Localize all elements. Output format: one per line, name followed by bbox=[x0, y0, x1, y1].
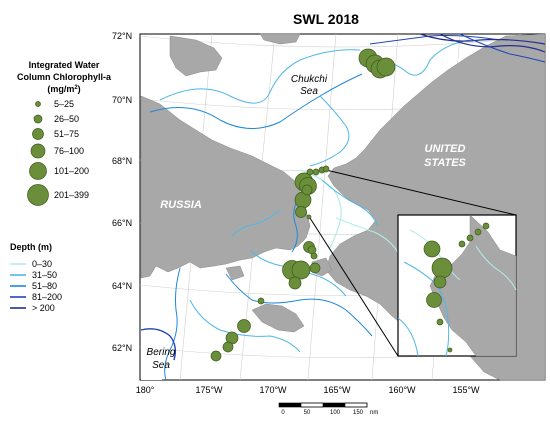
station-marker bbox=[210, 350, 222, 362]
chl-legend-label: 51–75 bbox=[54, 129, 79, 139]
station-marker bbox=[257, 297, 265, 305]
depth-legend-label: 81–200 bbox=[32, 292, 62, 302]
inset-station-marker bbox=[466, 234, 474, 242]
map-panel: Chukchi Sea RUSSIA UNITED STATES Bering … bbox=[139, 33, 546, 381]
inset-connector-lines bbox=[309, 169, 517, 357]
station-marker bbox=[312, 168, 320, 176]
chl-unit-prefix: (mg/m bbox=[47, 84, 74, 94]
lat-label: 70°N bbox=[112, 95, 132, 105]
lon-label: 170°W bbox=[259, 385, 287, 395]
inset-map bbox=[397, 214, 517, 357]
depth-legend-label: > 200 bbox=[32, 303, 55, 313]
scale-tick: 100 bbox=[330, 410, 341, 416]
label-us-2: STATES bbox=[424, 157, 466, 169]
chl-legend-symbol bbox=[33, 114, 43, 124]
lat-label: 62°N bbox=[112, 343, 132, 353]
chl-legend-symbol bbox=[27, 184, 49, 206]
lon-label: 180° bbox=[136, 385, 155, 395]
station-marker bbox=[322, 165, 330, 173]
depth-legend-title: Depth (m) bbox=[10, 242, 52, 252]
inset-station-marker bbox=[423, 240, 441, 258]
inset-station-marker bbox=[431, 257, 453, 279]
chl-unit-sup: 2 bbox=[74, 85, 78, 91]
inset-station-marker bbox=[474, 228, 482, 236]
chl-legend-label: 101–200 bbox=[54, 166, 89, 176]
chl-legend-label: 201–399 bbox=[54, 190, 89, 200]
station-marker bbox=[306, 214, 312, 220]
lon-label: 175°W bbox=[195, 385, 223, 395]
scale-tick: 50 bbox=[304, 410, 311, 416]
inset-station-marker bbox=[482, 222, 490, 230]
chl-legend-symbol bbox=[29, 162, 47, 180]
land-russia bbox=[140, 33, 311, 380]
inset-station-marker bbox=[436, 318, 444, 326]
depth-legend-label: 31–50 bbox=[32, 270, 57, 280]
chl-legend-label: 5–25 bbox=[54, 99, 74, 109]
station-marker bbox=[301, 184, 313, 196]
scale-unit: nm bbox=[370, 410, 378, 416]
chl-unit-suffix: ) bbox=[78, 84, 81, 94]
longitude-labels: 180° 175°W 170°W 165°W 160°W 155°W bbox=[136, 385, 480, 395]
station-marker bbox=[295, 206, 307, 218]
depth-legend-label: 0–30 bbox=[32, 259, 52, 269]
label-bering-2: Sea bbox=[152, 360, 170, 371]
label-bering-1: Bering bbox=[147, 347, 176, 358]
latitude-labels: 72°N 70°N 68°N 66°N 64°N 62°N bbox=[112, 31, 132, 353]
chl-legend-symbol bbox=[32, 128, 44, 140]
lon-label: 165°W bbox=[323, 385, 351, 395]
scale-tick: 0 bbox=[281, 410, 285, 416]
station-markers bbox=[210, 48, 396, 362]
lat-label: 72°N bbox=[112, 31, 132, 41]
station-marker bbox=[310, 252, 318, 260]
bathymetry-contours bbox=[140, 33, 546, 381]
station-marker bbox=[288, 276, 302, 290]
station-marker bbox=[376, 57, 396, 77]
lat-label: 64°N bbox=[112, 281, 132, 291]
station-marker bbox=[222, 341, 234, 353]
label-us-1: UNITED bbox=[425, 143, 466, 155]
chl-legend-title-2: Column Chlorophyll-a bbox=[17, 72, 112, 82]
chlorophyll-legend: Integrated Water Column Chlorophyll-a (m… bbox=[17, 60, 112, 206]
inset-station-marker bbox=[426, 292, 442, 308]
inset-station-marker bbox=[447, 347, 453, 353]
station-marker bbox=[291, 260, 311, 280]
lat-label: 68°N bbox=[112, 156, 132, 166]
chl-legend-symbol bbox=[30, 143, 46, 159]
scale-tick: 150 bbox=[353, 410, 364, 416]
map-title: SWL 2018 bbox=[293, 11, 359, 27]
label-russia: RUSSIA bbox=[160, 199, 202, 211]
label-chukchi-2: Sea bbox=[300, 86, 318, 97]
chl-legend-label: 26–50 bbox=[54, 114, 79, 124]
station-marker bbox=[306, 168, 314, 176]
inset-station-marker bbox=[433, 275, 447, 289]
scale-bar: 0 50 100 150 nm bbox=[278, 402, 378, 416]
station-marker bbox=[237, 319, 251, 333]
chl-legend-symbol bbox=[35, 101, 41, 107]
label-chukchi-1: Chukchi bbox=[291, 74, 328, 85]
lon-label: 160°W bbox=[388, 385, 416, 395]
inset-station-marker bbox=[458, 240, 466, 248]
chl-legend-label: 76–100 bbox=[54, 146, 84, 156]
chl-legend-title-1: Integrated Water bbox=[29, 60, 100, 70]
inset-station-markers bbox=[423, 222, 490, 353]
chl-legend-items: 5–25 26–50 51–75 76–100 101–200 201–399 bbox=[27, 99, 89, 206]
lat-label: 66°N bbox=[112, 218, 132, 228]
lon-label: 155°W bbox=[452, 385, 480, 395]
station-marker bbox=[309, 262, 321, 274]
chl-legend-unit: (mg/m2) bbox=[47, 84, 80, 94]
depth-legend-label: 51–80 bbox=[32, 281, 57, 291]
